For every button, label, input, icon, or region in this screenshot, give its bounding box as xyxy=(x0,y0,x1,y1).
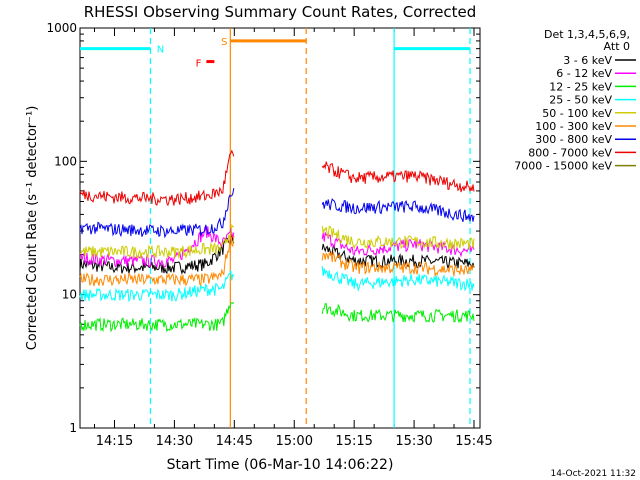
annotation-label: S xyxy=(221,37,227,48)
series-line xyxy=(321,225,475,250)
x-tick-label: 14:30 xyxy=(156,434,193,449)
series-line xyxy=(79,234,235,287)
x-tick-label: 15:00 xyxy=(276,434,313,449)
series-1 xyxy=(79,226,475,269)
legend-label: 6 - 12 keV xyxy=(556,67,612,80)
plot-area: 1 10 100 1000 14:15 14:30 14:45 15:00 15:15 15:30… xyxy=(46,21,492,449)
x-tick-label: 14:15 xyxy=(96,434,133,449)
legend-label: 3 - 6 keV xyxy=(563,54,612,67)
x-tick-label: 15:45 xyxy=(455,434,492,449)
y-tick-label: 1000 xyxy=(46,21,77,35)
series-line xyxy=(79,188,235,239)
legend-label: 800 - 7000 keV xyxy=(528,146,612,159)
legend-label: 25 - 50 keV xyxy=(549,94,612,107)
series-line xyxy=(321,230,475,258)
annotation-n xyxy=(393,28,471,428)
y-tick-label: 10 xyxy=(62,288,77,302)
y-axis-label: Corrected Count Rate (s⁻¹ detector⁻¹) xyxy=(25,106,40,351)
series-line xyxy=(321,303,475,324)
y-tick-label: 100 xyxy=(54,154,77,168)
footer-date: 14-Oct-2021 11:32 xyxy=(551,469,636,479)
series-7 xyxy=(79,149,475,207)
series-3 xyxy=(79,265,475,303)
x-tick-label: 14:45 xyxy=(216,434,253,449)
annotation-f: F xyxy=(196,59,215,70)
series-line xyxy=(321,250,475,278)
legend-header: Det 1,3,4,5,6,9, xyxy=(544,28,630,41)
legend-label: 50 - 100 keV xyxy=(542,107,612,120)
legend-label: 12 - 25 keV xyxy=(549,80,612,93)
annotation-n: N xyxy=(80,28,164,428)
series-line xyxy=(79,149,235,207)
plot-frame xyxy=(79,27,481,429)
series-line xyxy=(79,223,234,259)
x-tick-label: 15:15 xyxy=(335,434,372,449)
annotation-label: F xyxy=(196,59,202,70)
series-line xyxy=(321,161,475,193)
series-line xyxy=(79,226,235,269)
series-6 xyxy=(79,188,475,239)
series-line xyxy=(79,301,235,333)
legend-label: 100 - 300 keV xyxy=(535,120,612,133)
annotation-label: N xyxy=(157,45,164,56)
x-tick-label: 15:30 xyxy=(395,434,432,449)
annotation-s: S xyxy=(221,28,307,428)
y-tick-label: 1 xyxy=(69,421,77,435)
series-5 xyxy=(79,234,475,287)
series-line xyxy=(321,198,475,222)
legend-label: 300 - 800 keV xyxy=(535,133,612,146)
series-line xyxy=(79,270,235,303)
series-line xyxy=(79,233,235,275)
legend-label: 7000 - 15000 keV xyxy=(514,160,612,173)
legend-header: Att 0 xyxy=(604,40,630,53)
series-4 xyxy=(79,223,475,259)
x-axis-label: Start Time (06-Mar-10 14:06:22) xyxy=(167,457,394,473)
series-line xyxy=(321,265,475,292)
series-2 xyxy=(79,301,475,333)
chart-title: RHESSI Observing Summary Count Rates, Co… xyxy=(84,3,477,21)
